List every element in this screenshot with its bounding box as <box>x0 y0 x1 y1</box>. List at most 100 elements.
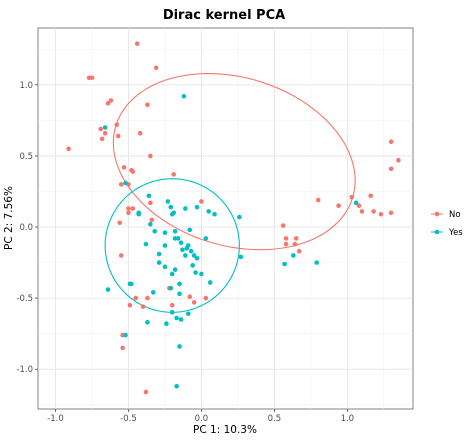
point-no <box>145 295 150 301</box>
point-yes <box>152 228 158 234</box>
point-no <box>315 197 321 203</box>
point-yes <box>185 243 191 248</box>
point-no <box>133 295 139 301</box>
point-no <box>140 304 146 309</box>
point-yes <box>162 264 168 270</box>
y-tick-label: 1.0 <box>19 81 33 91</box>
point-yes <box>143 241 149 247</box>
point-yes <box>146 193 152 199</box>
point-no <box>117 220 123 226</box>
point-yes <box>177 344 182 349</box>
point-no <box>388 139 394 145</box>
point-yes <box>136 211 141 217</box>
point-yes <box>191 253 197 258</box>
point-yes <box>282 261 287 267</box>
point-no <box>102 130 108 136</box>
y-tick-label: -0.5 <box>16 294 33 304</box>
x-tick-label: 1.0 <box>341 414 355 424</box>
data-points <box>66 41 401 395</box>
point-no <box>118 253 124 258</box>
point-yes <box>207 280 213 285</box>
legend: No Yes <box>431 210 463 238</box>
point-no <box>371 209 376 214</box>
x-tick-label: 0.0 <box>195 414 209 424</box>
point-no <box>130 206 136 211</box>
point-no <box>108 98 114 103</box>
point-yes <box>181 93 187 99</box>
point-no <box>283 236 289 241</box>
point-yes <box>187 227 193 233</box>
x-tick-label: -0.5 <box>120 414 137 424</box>
point-yes <box>169 310 175 315</box>
point-no <box>121 165 127 170</box>
point-yes <box>164 321 169 327</box>
point-no <box>171 172 176 177</box>
point-yes <box>156 260 162 265</box>
x-tick-label: 0.5 <box>268 414 282 424</box>
point-yes <box>178 317 184 322</box>
point-no <box>66 146 71 152</box>
point-yes <box>165 199 171 204</box>
point-no <box>99 136 105 142</box>
point-no <box>143 389 149 395</box>
point-no <box>134 41 140 46</box>
y-axis-ticks: -1.0 -0.5 0.0 0.5 1.0 <box>16 81 38 375</box>
point-yes <box>171 210 176 216</box>
point-no <box>293 236 299 241</box>
point-yes <box>203 236 209 241</box>
point-yes <box>168 285 174 291</box>
point-no <box>148 153 153 159</box>
legend-label-yes: Yes <box>448 228 463 238</box>
x-axis-title: PC 1: 10.3% <box>193 424 257 436</box>
legend-key-point-yes <box>434 229 440 235</box>
point-yes <box>238 254 244 260</box>
point-yes <box>175 236 181 241</box>
point-yes <box>194 204 200 210</box>
point-no <box>153 65 159 71</box>
legend-key-point-no <box>434 211 440 217</box>
plot-panel <box>37 27 414 410</box>
chart-title: Dirac kernel PCA <box>163 8 285 23</box>
point-no <box>203 295 209 301</box>
point-yes <box>102 125 108 130</box>
point-yes <box>237 214 242 220</box>
y-tick-label: -1.0 <box>16 365 33 375</box>
point-yes <box>123 180 128 186</box>
y-tick-label: 0.0 <box>19 223 33 233</box>
ellipse-yes <box>104 178 240 313</box>
point-no <box>148 200 153 206</box>
point-no <box>368 193 373 199</box>
point-no <box>114 122 120 127</box>
point-no <box>126 206 131 211</box>
point-no <box>356 203 362 209</box>
point-yes <box>190 263 195 268</box>
point-yes <box>206 209 212 214</box>
point-no <box>145 102 150 108</box>
point-yes <box>145 319 150 325</box>
point-no <box>359 209 365 214</box>
point-no <box>199 199 204 204</box>
point-yes <box>172 267 178 272</box>
point-yes <box>199 271 204 277</box>
point-yes <box>177 291 182 297</box>
point-no <box>296 248 302 254</box>
point-yes <box>314 260 320 265</box>
point-no <box>378 211 384 217</box>
point-yes <box>174 383 179 389</box>
point-yes <box>178 240 184 245</box>
point-yes <box>174 315 179 321</box>
legend-label-no: No <box>449 210 461 220</box>
point-no <box>292 241 298 247</box>
point-no <box>349 194 355 200</box>
point-no <box>283 241 289 247</box>
point-yes <box>183 206 188 211</box>
point-yes <box>185 311 191 317</box>
point-yes <box>148 221 153 227</box>
point-no <box>149 217 155 223</box>
point-yes <box>193 270 198 275</box>
point-no <box>169 302 175 308</box>
point-yes <box>162 243 168 248</box>
point-no <box>280 223 286 228</box>
point-no <box>105 101 111 106</box>
point-no <box>388 166 394 172</box>
